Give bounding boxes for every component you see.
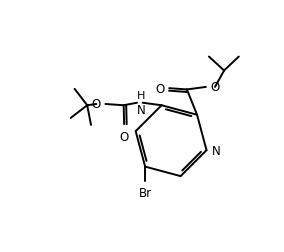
Text: O: O bbox=[155, 82, 164, 95]
Text: Br: Br bbox=[139, 186, 152, 199]
Text: N: N bbox=[137, 104, 145, 117]
Text: O: O bbox=[92, 98, 101, 111]
Text: O: O bbox=[120, 130, 129, 143]
Text: N: N bbox=[212, 144, 221, 157]
Text: H: H bbox=[137, 90, 145, 100]
Text: O: O bbox=[210, 81, 220, 94]
